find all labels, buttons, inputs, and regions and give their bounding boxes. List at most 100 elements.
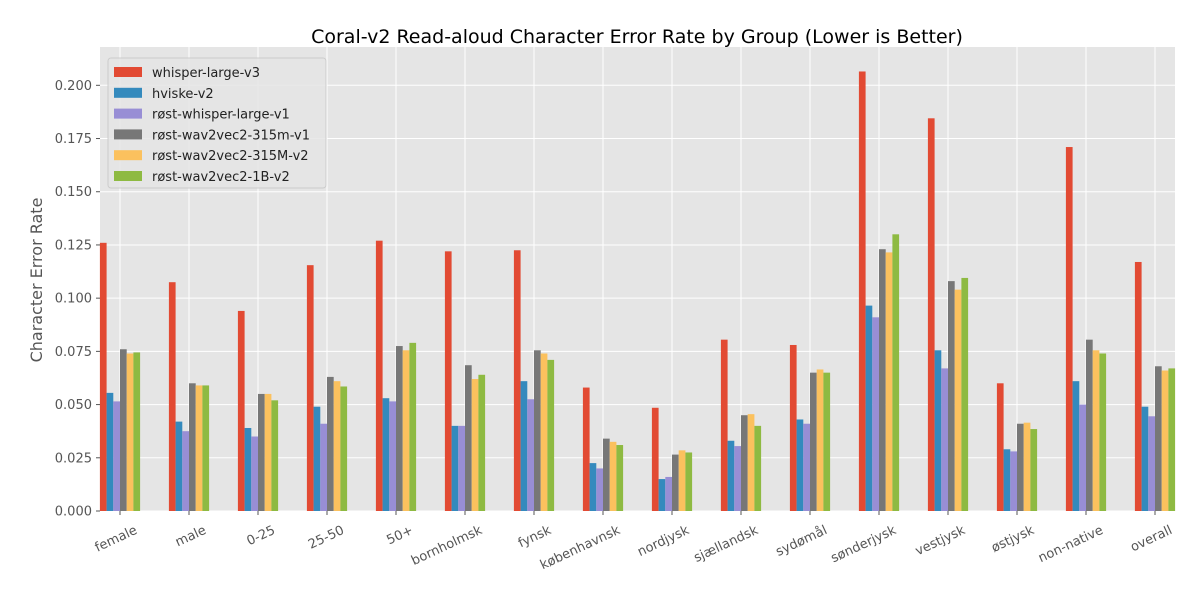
bar <box>603 438 610 511</box>
bar <box>658 479 666 511</box>
bar <box>527 399 534 511</box>
y-tick-label: 0.075 <box>55 345 92 360</box>
bar <box>133 352 141 511</box>
bar <box>796 419 804 511</box>
bar <box>596 468 603 511</box>
bar <box>1092 350 1100 511</box>
bar <box>478 374 486 511</box>
bar <box>1030 429 1038 511</box>
bar <box>879 249 886 511</box>
legend-label: hviske-v2 <box>152 87 214 102</box>
y-tick-label: 0.125 <box>55 238 92 253</box>
legend: whisper-large-v3 hviske-v2 røst-whisper-la… <box>107 57 327 189</box>
bar <box>810 372 817 511</box>
bar <box>954 289 962 511</box>
bar <box>582 387 590 511</box>
bar <box>168 282 176 511</box>
bar <box>672 454 679 511</box>
legend-swatch <box>114 129 142 140</box>
bar <box>1148 416 1155 511</box>
legend-swatch <box>114 67 142 77</box>
bar <box>1161 370 1169 511</box>
y-ticks: 0.000 0.025 0.050 0.075 0.100 0.125 0.150 0.175… <box>55 79 100 520</box>
bar <box>727 440 735 511</box>
legend-swatch <box>114 87 142 98</box>
bar <box>251 436 258 511</box>
bar <box>444 251 452 512</box>
legend-label: røst-whisper-large-v1 <box>152 108 290 123</box>
bar <box>1065 147 1073 512</box>
bar <box>120 349 127 511</box>
bar <box>126 353 134 511</box>
bar <box>865 305 873 511</box>
bar <box>1155 366 1162 511</box>
y-tick-label: 0.000 <box>55 505 92 520</box>
bar <box>1023 422 1031 511</box>
bar <box>1010 451 1017 511</box>
bar <box>534 350 541 511</box>
bar <box>961 277 969 511</box>
y-tick-label: 0.100 <box>55 292 92 307</box>
y-tick-label: 0.200 <box>55 79 92 94</box>
bar <box>720 339 728 511</box>
bar <box>195 385 203 511</box>
bar <box>941 368 948 511</box>
bar <box>1003 449 1011 511</box>
bar <box>271 400 279 511</box>
bar <box>1072 381 1080 511</box>
bar <box>327 376 334 511</box>
y-tick-label: 0.150 <box>55 185 92 200</box>
bar <box>685 452 693 511</box>
bar <box>789 344 797 511</box>
bars <box>99 71 1176 512</box>
legend-label: whisper-large-v3 <box>152 66 260 81</box>
bar <box>609 441 617 511</box>
bar <box>872 317 879 511</box>
bar <box>189 383 196 511</box>
legend-label: røst-wav2vec2-315m-v1 <box>152 128 310 143</box>
bar <box>754 425 762 511</box>
y-tick-label: 0.175 <box>55 132 92 147</box>
bar <box>927 118 935 512</box>
bar <box>996 383 1004 511</box>
bar <box>458 425 465 511</box>
bar <box>547 359 555 511</box>
bar <box>948 281 955 511</box>
bar <box>1168 368 1176 511</box>
bar <box>113 401 120 511</box>
bar <box>934 350 942 511</box>
bar <box>402 350 410 511</box>
bar <box>1086 339 1093 511</box>
bar <box>741 415 748 511</box>
bar <box>244 427 252 511</box>
bar <box>258 393 265 511</box>
bar <box>1099 353 1107 511</box>
bar <box>451 425 459 511</box>
bar <box>1079 404 1086 511</box>
bar <box>237 310 245 511</box>
bar <box>1134 261 1142 511</box>
bar <box>99 242 107 511</box>
bar <box>858 71 866 512</box>
bar <box>340 386 348 511</box>
bar <box>823 372 831 511</box>
bar <box>375 240 383 511</box>
y-axis-title: Character Error Rate <box>27 198 46 363</box>
bar <box>747 414 755 511</box>
y-tick-label: 0.025 <box>55 451 92 466</box>
legend-swatch <box>114 108 142 119</box>
bar <box>106 392 114 511</box>
bar <box>465 365 472 511</box>
bar <box>885 252 893 511</box>
bar <box>520 381 528 511</box>
bar <box>409 342 417 511</box>
bar <box>540 353 548 511</box>
chart-title: Coral-v2 Read-aloud Character Error Rate… <box>311 26 963 48</box>
legend-swatch <box>114 171 142 181</box>
bar <box>382 398 390 511</box>
bar <box>651 407 659 511</box>
bar <box>306 265 314 511</box>
bar <box>616 445 624 511</box>
legend-label: røst-wav2vec2-315M-v2 <box>152 149 309 164</box>
